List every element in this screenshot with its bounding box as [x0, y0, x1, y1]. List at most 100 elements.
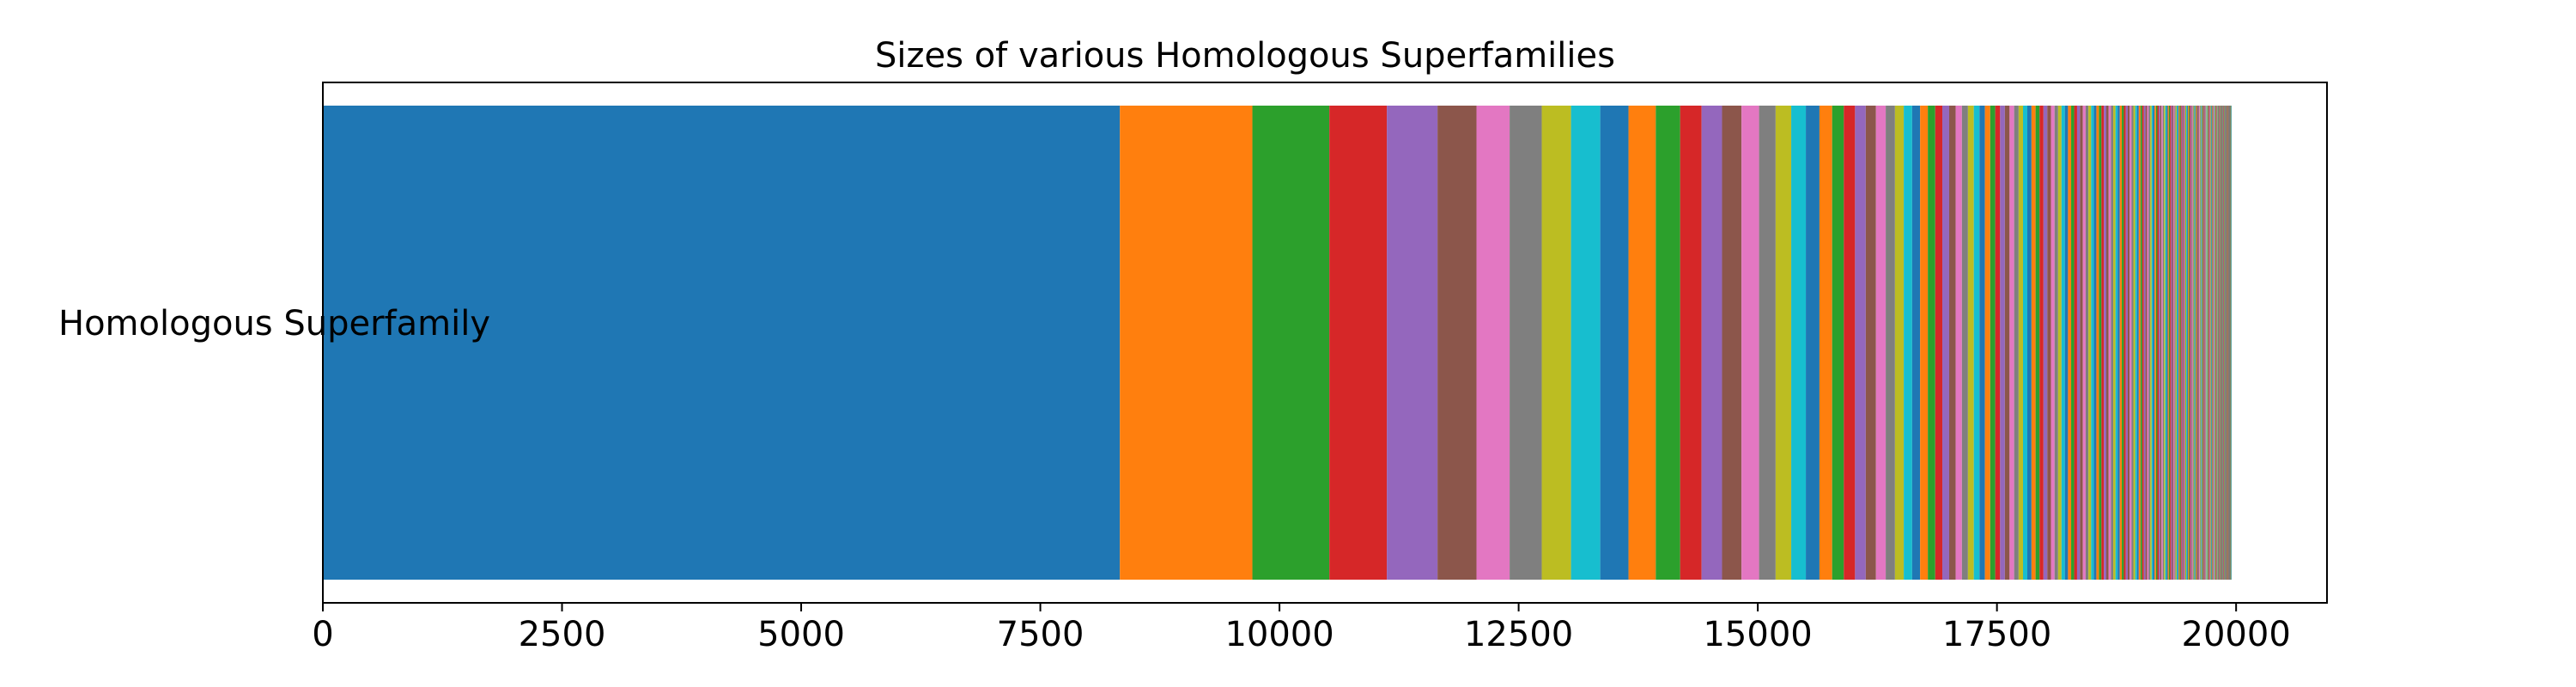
bar-segment [2117, 106, 2120, 580]
bar-segment [2201, 106, 2202, 580]
bar-segment [2215, 106, 2216, 580]
x-tick-label: 12500 [1464, 615, 1573, 654]
bar-segment [2136, 106, 2139, 580]
bar-segment [1920, 106, 1929, 580]
bar-segment [1865, 106, 1876, 580]
bar-segment [1948, 106, 1956, 580]
bar-segment [1656, 106, 1680, 580]
bar-segment [1775, 106, 1792, 580]
bar-segment [2009, 106, 2014, 580]
bar-segment [2061, 106, 2065, 580]
bar-segment [1476, 106, 1510, 580]
bar-segment [1886, 106, 1895, 580]
bar-segment [2219, 106, 2221, 580]
bar-segment [2185, 106, 2187, 580]
bar-segment [2154, 106, 2156, 580]
bar-segment [2174, 106, 2176, 580]
bar-segment [2217, 106, 2219, 580]
bar-segment [2122, 106, 2124, 580]
bar-segment [2199, 106, 2200, 580]
bar-segment [1571, 106, 1601, 580]
bar-segment [2101, 106, 2105, 580]
bar-segment [1967, 106, 1974, 580]
bar-segment [2148, 106, 2151, 580]
bar-segment [2193, 106, 2195, 580]
bar-segment [1387, 106, 1438, 580]
bar-segment [2047, 106, 2051, 580]
bar-segment [2115, 106, 2118, 580]
bar-segment [1510, 106, 1542, 580]
bar-segment [2202, 106, 2204, 580]
bar-segment [1928, 106, 1935, 580]
bar-segment [2064, 106, 2069, 580]
bar-segment [323, 106, 1121, 580]
x-tick-label: 20000 [2182, 615, 2291, 654]
bar-segment [2215, 106, 2216, 580]
x-tick-label: 17500 [1942, 615, 2051, 654]
bar-segment [2057, 106, 2062, 580]
bar-segment [2119, 106, 2123, 580]
stacked-bar-group [323, 106, 2232, 580]
bar-segment [2206, 106, 2208, 580]
bar-segment [2074, 106, 2077, 580]
bar-segment [1120, 106, 1253, 580]
bar-segment [2104, 106, 2107, 580]
bar-segment [2082, 106, 2086, 580]
bar-segment [2198, 106, 2200, 580]
bar-segment [2215, 106, 2216, 580]
bar-segment [2085, 106, 2089, 580]
bar-segment [2159, 106, 2160, 580]
bar-segment [2204, 106, 2205, 580]
y-category-label: Homologous Superfamily [58, 304, 490, 344]
bar-segment [2113, 106, 2116, 580]
bar-segment [2205, 106, 2207, 580]
bar-segment [1329, 106, 1388, 580]
bar-segment [2212, 106, 2213, 580]
bar-segment [1942, 106, 1949, 580]
bar-segment [1680, 106, 1702, 580]
bar-segment [1984, 106, 1990, 580]
bar-segment [2219, 106, 2220, 580]
bar-segment [2096, 106, 2099, 580]
bar-segment [2175, 106, 2177, 580]
bar-segment [1844, 106, 1856, 580]
bar-segment [2164, 106, 2166, 580]
bar-segment [2127, 106, 2130, 580]
bar-segment [1628, 106, 1656, 580]
bar-segment [2196, 106, 2198, 580]
bar-segment [2125, 106, 2128, 580]
bar-segment [2111, 106, 2114, 580]
bar-segment [2004, 106, 2010, 580]
bar-segment [2054, 106, 2058, 580]
x-tick-label: 5000 [757, 615, 845, 654]
bar-segment [2170, 106, 2172, 580]
bar-segment [1855, 106, 1866, 580]
bar-segment [2000, 106, 2005, 580]
bar-segment [2213, 106, 2215, 580]
bar-segment [2099, 106, 2102, 580]
bar-segment [1741, 106, 1759, 580]
bar-segment [2022, 106, 2027, 580]
bar-segment [2180, 106, 2182, 580]
bar-segment [2190, 106, 2192, 580]
x-tick-label: 0 [312, 615, 333, 654]
bar-segment [2142, 106, 2144, 580]
bar-segment [2181, 106, 2183, 580]
bar-segment [2211, 106, 2213, 580]
bar-segment [2138, 106, 2141, 580]
bar-segment [2187, 106, 2189, 580]
bar-segment [2216, 106, 2218, 580]
bar-segment [2162, 106, 2165, 580]
bar-segment [2179, 106, 2181, 580]
bar-segment [1252, 106, 1330, 580]
bar-segment [2091, 106, 2094, 580]
bar-segment [1791, 106, 1807, 580]
bar-segment [2219, 106, 2221, 580]
bar-segment [2153, 106, 2155, 580]
bar-segment [2014, 106, 2019, 580]
bar-segment [2147, 106, 2149, 580]
bar-segment [2215, 106, 2217, 580]
bar-segment [2157, 106, 2160, 580]
bar-segment [2189, 106, 2190, 580]
